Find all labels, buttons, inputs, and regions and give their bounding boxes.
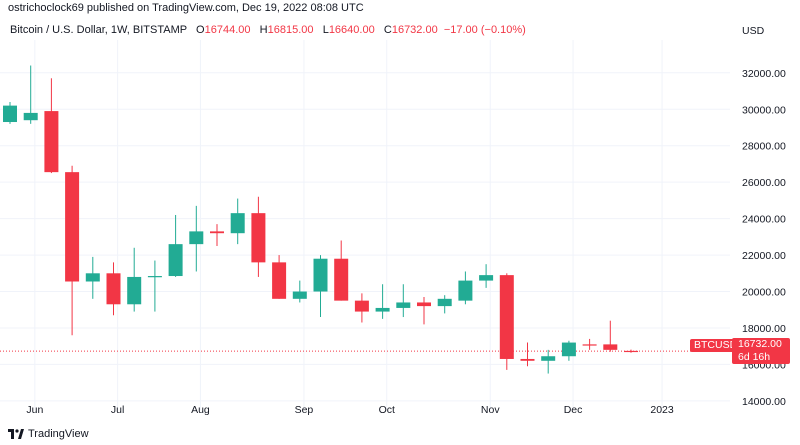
candle-body bbox=[147, 276, 162, 278]
candle-body bbox=[3, 105, 17, 123]
x-tick-label: Jul bbox=[111, 404, 124, 416]
candle-body bbox=[334, 258, 349, 301]
candle-body bbox=[44, 111, 59, 173]
high-value: 16815.00 bbox=[267, 24, 314, 36]
last-price-value: 16732.00 bbox=[738, 338, 782, 350]
publish-info: ostrichoclock69 published on TradingView… bbox=[8, 2, 364, 14]
last-price-label: 16732.00 6d 16h bbox=[732, 338, 790, 364]
candle-body bbox=[603, 344, 618, 350]
x-tick-label: Dec bbox=[564, 404, 583, 416]
candle-body bbox=[499, 275, 514, 359]
bar-countdown: 6d 16h bbox=[738, 351, 771, 363]
x-tick-label: Oct bbox=[379, 404, 395, 416]
ohlc-legend: Bitcoin / U.S. Dollar, 1W, BITSTAMP O167… bbox=[10, 24, 526, 36]
candle-body bbox=[520, 358, 535, 361]
y-tick-label: 28000.00 bbox=[742, 141, 786, 153]
candle-body bbox=[437, 298, 452, 307]
x-tick-label: Aug bbox=[191, 404, 210, 416]
close-value: 16732.00 bbox=[391, 24, 438, 36]
candle-body bbox=[624, 350, 638, 353]
candle-body bbox=[168, 244, 183, 277]
candle-body bbox=[210, 231, 224, 234]
low-label: L bbox=[322, 24, 329, 36]
y-tick-label: 24000.00 bbox=[742, 214, 786, 226]
candle-body bbox=[23, 112, 38, 121]
tradingview-branding: TradingView bbox=[8, 428, 89, 440]
symbol-price-tag: BTCUSD bbox=[690, 339, 742, 352]
brand-name: TradingView bbox=[28, 428, 89, 440]
candle-body bbox=[396, 302, 411, 308]
y-tick-label: 22000.00 bbox=[742, 250, 786, 262]
y-tick-label: 20000.00 bbox=[742, 287, 786, 299]
candle-body bbox=[272, 262, 287, 299]
candle-body bbox=[313, 258, 328, 292]
x-tick-label: Nov bbox=[481, 404, 500, 416]
candle-body bbox=[65, 172, 80, 282]
candle-body bbox=[458, 280, 473, 301]
y-tick-label: 32000.00 bbox=[742, 68, 786, 80]
change-value: −17.00 (−0.10%) bbox=[443, 24, 526, 36]
axis-currency-label: USD bbox=[742, 25, 765, 37]
candle-body bbox=[582, 344, 597, 346]
candle-body bbox=[189, 231, 204, 245]
candle-body bbox=[127, 276, 142, 305]
candle-body bbox=[354, 300, 369, 312]
y-tick-label: 18000.00 bbox=[742, 323, 786, 335]
high-label: H bbox=[259, 24, 268, 36]
candle-body bbox=[85, 273, 100, 282]
x-tick-label: Jun bbox=[26, 404, 43, 416]
y-tick-label: 30000.00 bbox=[742, 104, 786, 116]
candle-body bbox=[541, 356, 556, 361]
x-tick-label: Sep bbox=[295, 404, 314, 416]
candle-body bbox=[417, 302, 431, 307]
low-value: 16640.00 bbox=[328, 24, 375, 36]
open-value: 16744.00 bbox=[204, 24, 251, 36]
open-label: O bbox=[196, 24, 205, 36]
y-tick-label: 26000.00 bbox=[742, 177, 786, 189]
candle-body bbox=[230, 213, 245, 234]
candle-body bbox=[292, 291, 307, 299]
candle-body bbox=[561, 342, 576, 357]
tradingview-logo-icon bbox=[8, 429, 24, 439]
close-label: C bbox=[383, 24, 392, 36]
candle-body bbox=[375, 307, 390, 312]
symbol-description: Bitcoin / U.S. Dollar, 1W, BITSTAMP bbox=[10, 24, 187, 36]
candle-body bbox=[251, 213, 266, 263]
y-tick-label: 14000.00 bbox=[742, 396, 786, 408]
candle-body bbox=[479, 275, 494, 281]
x-tick-label: 2023 bbox=[650, 404, 674, 416]
candle-body bbox=[106, 273, 121, 305]
